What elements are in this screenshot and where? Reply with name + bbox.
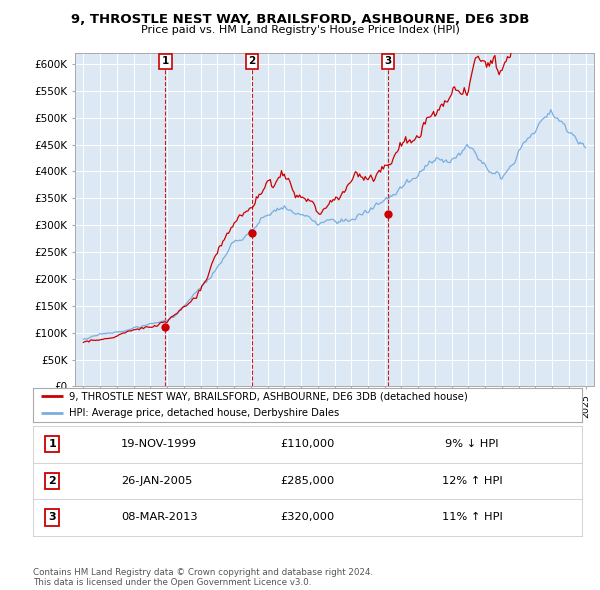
Text: 9, THROSTLE NEST WAY, BRAILSFORD, ASHBOURNE, DE6 3DB: 9, THROSTLE NEST WAY, BRAILSFORD, ASHBOU… (71, 13, 529, 26)
Text: 12% ↑ HPI: 12% ↑ HPI (442, 476, 503, 486)
Text: 9, THROSTLE NEST WAY, BRAILSFORD, ASHBOURNE, DE6 3DB (detached house): 9, THROSTLE NEST WAY, BRAILSFORD, ASHBOU… (68, 391, 467, 401)
Text: 2: 2 (49, 476, 56, 486)
Text: 9% ↓ HPI: 9% ↓ HPI (445, 440, 499, 449)
Text: 11% ↑ HPI: 11% ↑ HPI (442, 513, 503, 522)
Text: 19-NOV-1999: 19-NOV-1999 (121, 440, 197, 449)
Text: 1: 1 (49, 440, 56, 449)
Text: Price paid vs. HM Land Registry's House Price Index (HPI): Price paid vs. HM Land Registry's House … (140, 25, 460, 35)
Text: 08-MAR-2013: 08-MAR-2013 (121, 513, 197, 522)
Text: 3: 3 (384, 57, 391, 67)
Text: 26-JAN-2005: 26-JAN-2005 (121, 476, 192, 486)
Text: 2: 2 (248, 57, 256, 67)
Text: £320,000: £320,000 (280, 513, 335, 522)
Text: Contains HM Land Registry data © Crown copyright and database right 2024.
This d: Contains HM Land Registry data © Crown c… (33, 568, 373, 587)
Text: 1: 1 (162, 57, 169, 67)
Text: £285,000: £285,000 (280, 476, 335, 486)
Text: £110,000: £110,000 (280, 440, 335, 449)
Text: HPI: Average price, detached house, Derbyshire Dales: HPI: Average price, detached house, Derb… (68, 408, 339, 418)
Text: 3: 3 (49, 513, 56, 522)
